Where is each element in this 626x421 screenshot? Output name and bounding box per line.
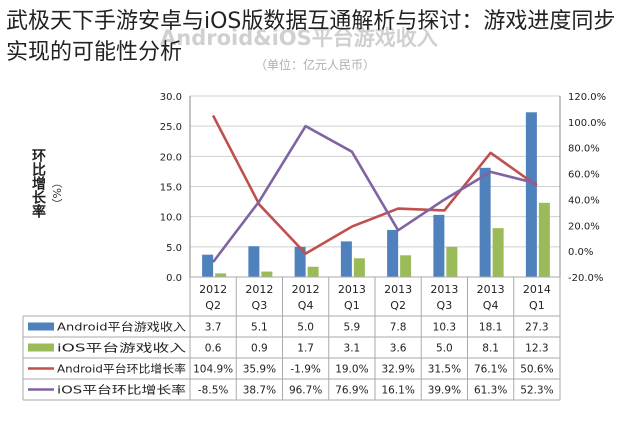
data-label: 7.8 (390, 322, 407, 334)
bar (353, 258, 365, 277)
data-label: 18.1 (479, 322, 502, 334)
legend-entry: Android平台游戏收入 (57, 320, 186, 334)
y-axis-unit: （%） (50, 177, 63, 210)
data-label: 35.9% (243, 364, 276, 376)
x-tick-label: 2013 (384, 283, 412, 296)
y-axis-label: 环比增长率 (30, 148, 46, 218)
bar (446, 246, 458, 277)
legend-entry: iOS平台游戏收入 (57, 341, 186, 355)
bar (248, 246, 260, 277)
y2-tick-label: -20.0% (568, 273, 603, 284)
data-label: 3.1 (344, 343, 361, 355)
x-tick-label: 2012 (245, 283, 273, 296)
data-label: -1.9% (290, 364, 320, 376)
x-tick-label: Q2 (390, 299, 406, 312)
x-tick-label: Q2 (205, 299, 221, 312)
x-tick-label: 2013 (338, 283, 366, 296)
data-label: 10.3 (433, 322, 456, 334)
bar (294, 246, 306, 277)
y2-tick-label: 100.0% (568, 118, 606, 129)
y2-tick-label: 80.0% (568, 144, 600, 155)
data-label: 19.0% (335, 364, 368, 376)
data-label: 61.3% (474, 385, 507, 397)
y-tick-label: 20.0 (160, 152, 182, 163)
y2-tick-label: 60.0% (568, 170, 600, 181)
x-tick-label: 2012 (199, 283, 227, 296)
bar (340, 241, 352, 277)
data-label: 0.6 (205, 343, 222, 355)
data-label: 8.1 (482, 343, 499, 355)
chart-subtitle: （单位：亿元人民币） (255, 58, 376, 72)
x-tick-label: Q4 (298, 299, 314, 312)
x-tick-label: 2014 (523, 283, 551, 296)
y-tick-label: 25.0 (160, 122, 182, 133)
x-tick-label: Q4 (483, 299, 499, 312)
bar (387, 229, 399, 277)
data-label: 76.9% (335, 385, 368, 397)
data-label: 96.7% (289, 385, 322, 397)
series-line (212, 124, 538, 263)
legend-swatch (28, 322, 54, 331)
bar (525, 112, 537, 277)
data-label: 76.1% (474, 364, 507, 376)
data-label: 50.6% (520, 364, 553, 376)
data-label: 38.7% (243, 385, 276, 397)
article-headline: 武极天下手游安卓与iOS版数据互通解析与探讨：游戏进度同步实现的可能性分析 (6, 9, 616, 65)
y-tick-label: 0.0 (166, 273, 182, 284)
x-tick-label: 2012 (292, 283, 320, 296)
x-tick-label: 2013 (430, 283, 458, 296)
data-label: 52.3% (520, 385, 553, 397)
bar (479, 167, 491, 277)
data-label: 31.5% (428, 364, 461, 376)
y2-tick-label: 120.0% (568, 92, 606, 103)
data-label: -8.5% (198, 385, 228, 397)
legend-swatch (28, 343, 54, 352)
bar (202, 254, 214, 277)
data-label: 104.9% (193, 364, 233, 376)
y2-tick-label: 0.0% (568, 247, 593, 258)
data-label: 32.9% (381, 364, 414, 376)
y-tick-label: 15.0 (160, 183, 182, 194)
data-label: 12.3 (525, 343, 548, 355)
data-label: 5.9 (344, 322, 361, 334)
x-tick-label: 2013 (477, 283, 505, 296)
data-label: 0.9 (251, 343, 268, 355)
data-label: 5.1 (251, 322, 268, 334)
data-label: 3.7 (205, 322, 222, 334)
y-tick-label: 10.0 (160, 213, 182, 224)
bar (261, 271, 273, 277)
legend-entry: iOS平台环比增长率 (57, 383, 186, 397)
y-tick-label: 5.0 (166, 243, 182, 254)
y2-tick-label: 20.0% (568, 221, 600, 232)
data-label: 3.6 (390, 343, 407, 355)
bar (400, 255, 412, 277)
bar (215, 273, 227, 277)
x-tick-label: Q1 (529, 299, 545, 312)
series-line (211, 114, 538, 255)
chart-title: Android&iOS平台游戏收入 (160, 26, 438, 50)
x-tick-label: Q1 (344, 299, 360, 312)
bar (433, 214, 445, 277)
x-tick-label: Q3 (437, 299, 453, 312)
data-label: 16.1% (381, 385, 414, 397)
y2-tick-label: 40.0% (568, 195, 600, 206)
bar (307, 266, 319, 277)
data-label: 1.7 (297, 343, 314, 355)
y-tick-label: 30.0 (160, 92, 182, 103)
data-label: 5.0 (436, 343, 453, 355)
bar (538, 202, 550, 277)
data-label: 5.0 (297, 322, 314, 334)
x-tick-label: Q3 (252, 299, 268, 312)
data-label: 39.9% (428, 385, 461, 397)
bar (492, 228, 504, 277)
data-label: 27.3 (525, 322, 548, 334)
legend-entry: Android平台环比增长率 (57, 362, 186, 376)
